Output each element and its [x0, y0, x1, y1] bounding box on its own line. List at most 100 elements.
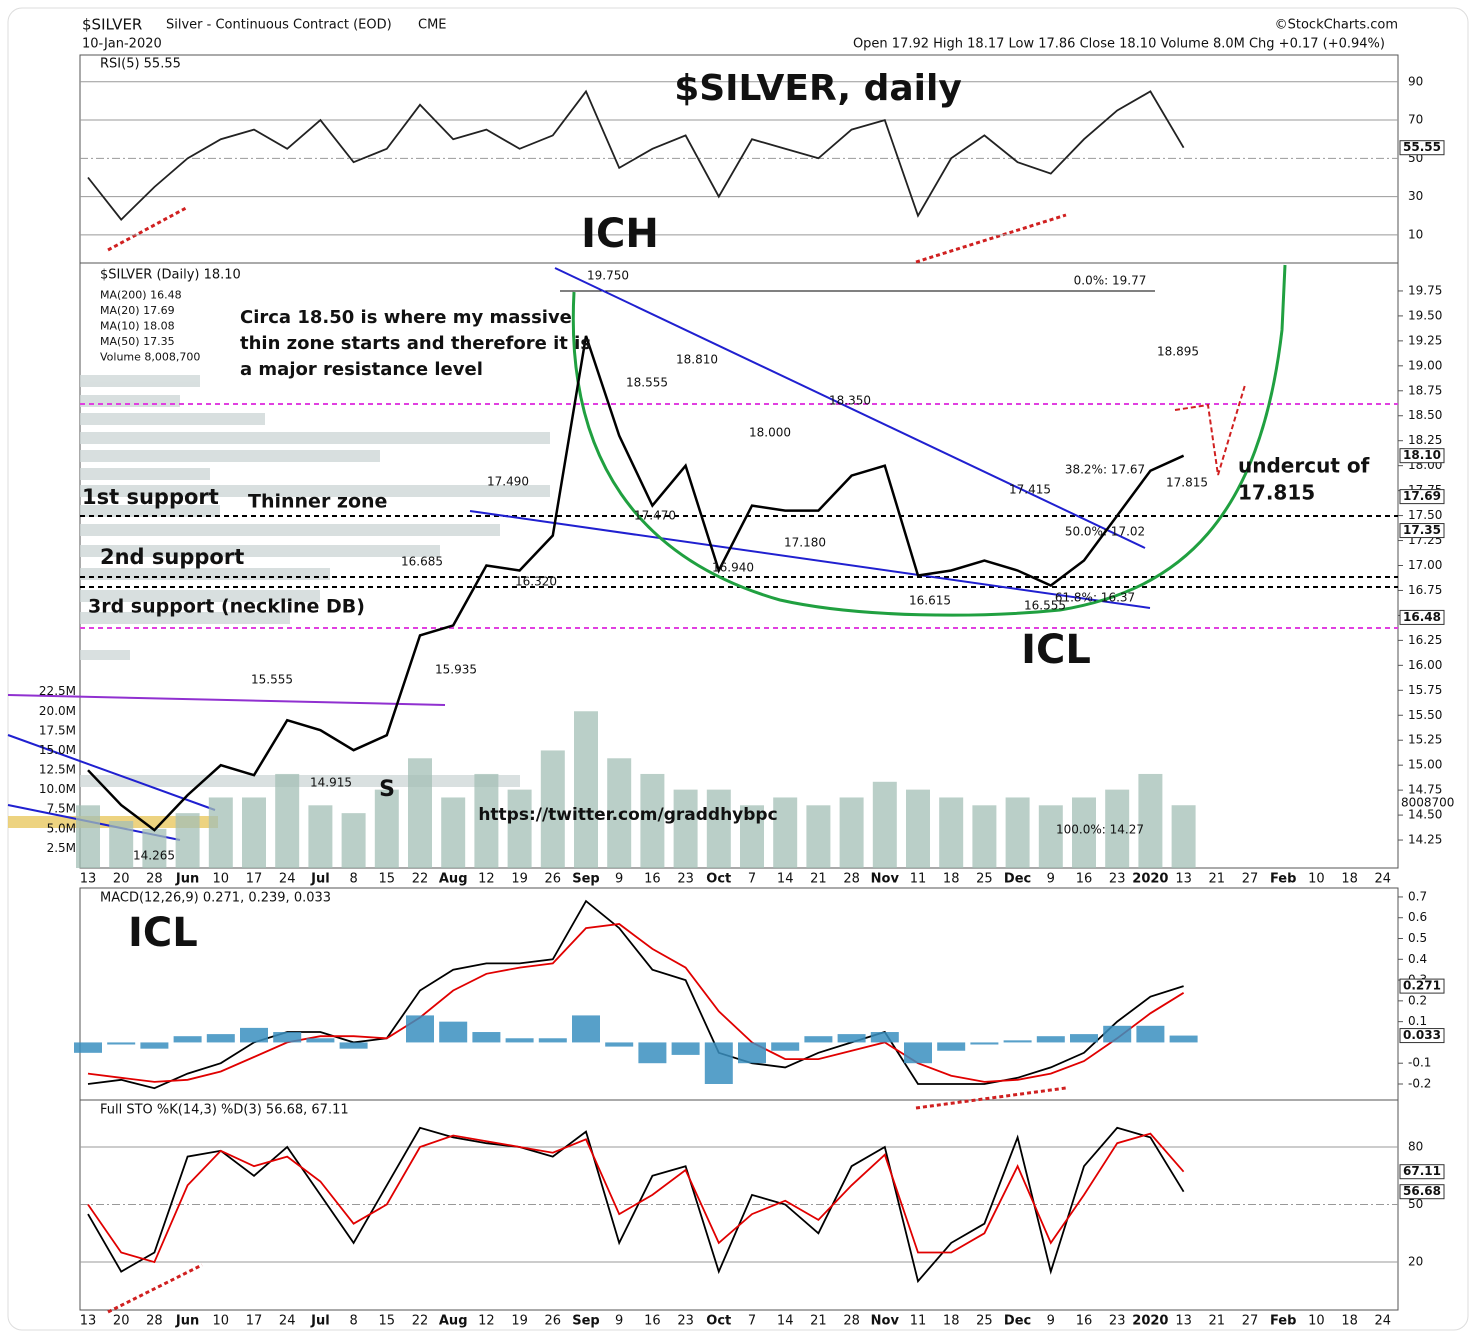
- x-tick-label: 19: [511, 872, 528, 887]
- x-tick-label: Jun: [175, 1314, 199, 1329]
- volume-bar: [208, 797, 233, 868]
- histogram-bar: [406, 1015, 434, 1043]
- header-quote: Open 17.92 High 18.17 Low 17.86 Close 18…: [853, 37, 1385, 52]
- value-tag-box: [1399, 978, 1445, 994]
- x-tick-label: 7: [748, 872, 756, 887]
- volume-bar: [76, 805, 100, 868]
- legend: RSI(5) 55.55: [100, 57, 181, 72]
- histogram-bar: [1103, 1025, 1132, 1043]
- volume-bar: [275, 773, 300, 868]
- x-tick-label: 10: [1308, 872, 1325, 887]
- value-tag-box: [1399, 448, 1445, 464]
- y-tick-label: 17.00: [1408, 558, 1442, 572]
- volume-bar: [906, 789, 930, 868]
- histogram-bar: [439, 1021, 468, 1043]
- volume-bar: [1038, 805, 1063, 868]
- x-tick-label: 17: [246, 872, 263, 887]
- x-tick-label: 24: [279, 1314, 296, 1329]
- price-label: 16.555: [1024, 599, 1066, 613]
- y-tick-label: 18.50: [1408, 408, 1442, 422]
- y-tick-label: 16.25: [1408, 633, 1442, 647]
- value-tag: 0.033: [1403, 1028, 1441, 1042]
- y-tick-label: 0.4: [1408, 952, 1427, 966]
- histogram-bar: [240, 1027, 268, 1043]
- x-tick-label: 24: [1375, 872, 1392, 887]
- y-tick-label: -0.1: [1408, 1056, 1431, 1070]
- x-tick-label: 12: [478, 872, 495, 887]
- histogram-bar: [904, 1042, 932, 1064]
- x-tick-label: 13: [80, 872, 97, 887]
- value-tag-box: [1399, 523, 1445, 539]
- value-tag-box: [1399, 1184, 1445, 1200]
- x-tick-label: 8: [349, 1314, 357, 1329]
- levels: [7, 206, 1398, 1314]
- x-tick-label: 17: [246, 1314, 263, 1329]
- x-tick-label: Sep: [572, 872, 600, 887]
- x-tick-label: 11: [910, 872, 927, 887]
- histogram-bar: [638, 1042, 667, 1064]
- x-tick-label: 14: [777, 872, 794, 887]
- x-tick-label: 25: [976, 1314, 993, 1329]
- volume-bar: [839, 797, 864, 868]
- x-tick-label: 15: [379, 1314, 396, 1329]
- x-tick-label: 9: [1047, 1314, 1055, 1329]
- x-tick-label: 24: [279, 872, 296, 887]
- volume-bar: [408, 758, 432, 868]
- histogram-bar: [605, 1042, 634, 1047]
- histogram-bar: [771, 1042, 800, 1051]
- y-tick-label: 15.00: [1408, 758, 1442, 772]
- value-tag-box: [1399, 1164, 1445, 1180]
- x-tick-label: 9: [615, 1314, 623, 1329]
- x-tick-label: 21: [1209, 1314, 1226, 1329]
- price-label: 14.265: [133, 849, 175, 863]
- y2-tick-label: 7.5M: [47, 802, 76, 816]
- histogram-bar: [837, 1034, 866, 1043]
- volume-bar: [574, 711, 598, 868]
- x-tick-label: 9: [1047, 872, 1055, 887]
- annotation: undercut of: [1238, 454, 1370, 478]
- y-tick-label: 16.75: [1408, 583, 1442, 597]
- y2-tick-label: 20.0M: [39, 704, 76, 718]
- y-tick-label: 18.75: [1408, 383, 1442, 397]
- x-tick-label: 14: [777, 1314, 794, 1329]
- x-tick-label: Dec: [1004, 1314, 1031, 1329]
- price-label: 16.320: [515, 575, 557, 589]
- x-tick-label: 24: [1375, 1314, 1392, 1329]
- price-label: 17.490: [487, 475, 529, 489]
- histogram-bar: [74, 1042, 102, 1053]
- volume-bar: [1171, 805, 1196, 868]
- x-tick-label: 25: [976, 872, 993, 887]
- x-tick-label: Nov: [871, 872, 900, 887]
- x-tick-label: 21: [1209, 872, 1226, 887]
- value-tag-box: [1399, 489, 1445, 505]
- volume-bar: [441, 797, 466, 868]
- histogram-bar: [1169, 1035, 1198, 1043]
- x-tick-label: 26: [545, 872, 562, 887]
- x-tick-label: 10: [1308, 1314, 1325, 1329]
- x-tick-label: 23: [677, 1314, 694, 1329]
- volume-bar: [607, 758, 632, 868]
- x-tick-label: 16: [644, 1314, 661, 1329]
- volume-bar: [308, 805, 333, 868]
- volume-bar: [773, 797, 798, 868]
- volume-bar: [640, 773, 665, 868]
- series-line: [87, 1132, 1185, 1264]
- price-label: 17.180: [784, 536, 826, 550]
- x-tick-label: Feb: [1270, 872, 1296, 887]
- y-tick-label: 90: [1408, 74, 1423, 88]
- x-tick-label: 2020: [1132, 872, 1168, 887]
- price-label: 19.750: [587, 269, 629, 283]
- y-tick-label: 10: [1408, 227, 1423, 241]
- x-tick-label: 11: [910, 1314, 927, 1329]
- annotation: ICL: [128, 910, 198, 956]
- value-tag: 67.11: [1403, 1164, 1441, 1178]
- y-tick-label: 17.50: [1408, 508, 1442, 522]
- price-label: 18.350: [829, 394, 871, 408]
- legend: MACD(12,26,9) 0.271, 0.239, 0.033: [100, 891, 331, 906]
- volume-bar: [939, 797, 964, 868]
- volume-bar: [872, 781, 897, 868]
- x-tick-label: 13: [1175, 1314, 1192, 1329]
- annotation: a major resistance level: [240, 359, 483, 380]
- price-label: 15.555: [251, 673, 293, 687]
- volume-bar: [673, 789, 698, 868]
